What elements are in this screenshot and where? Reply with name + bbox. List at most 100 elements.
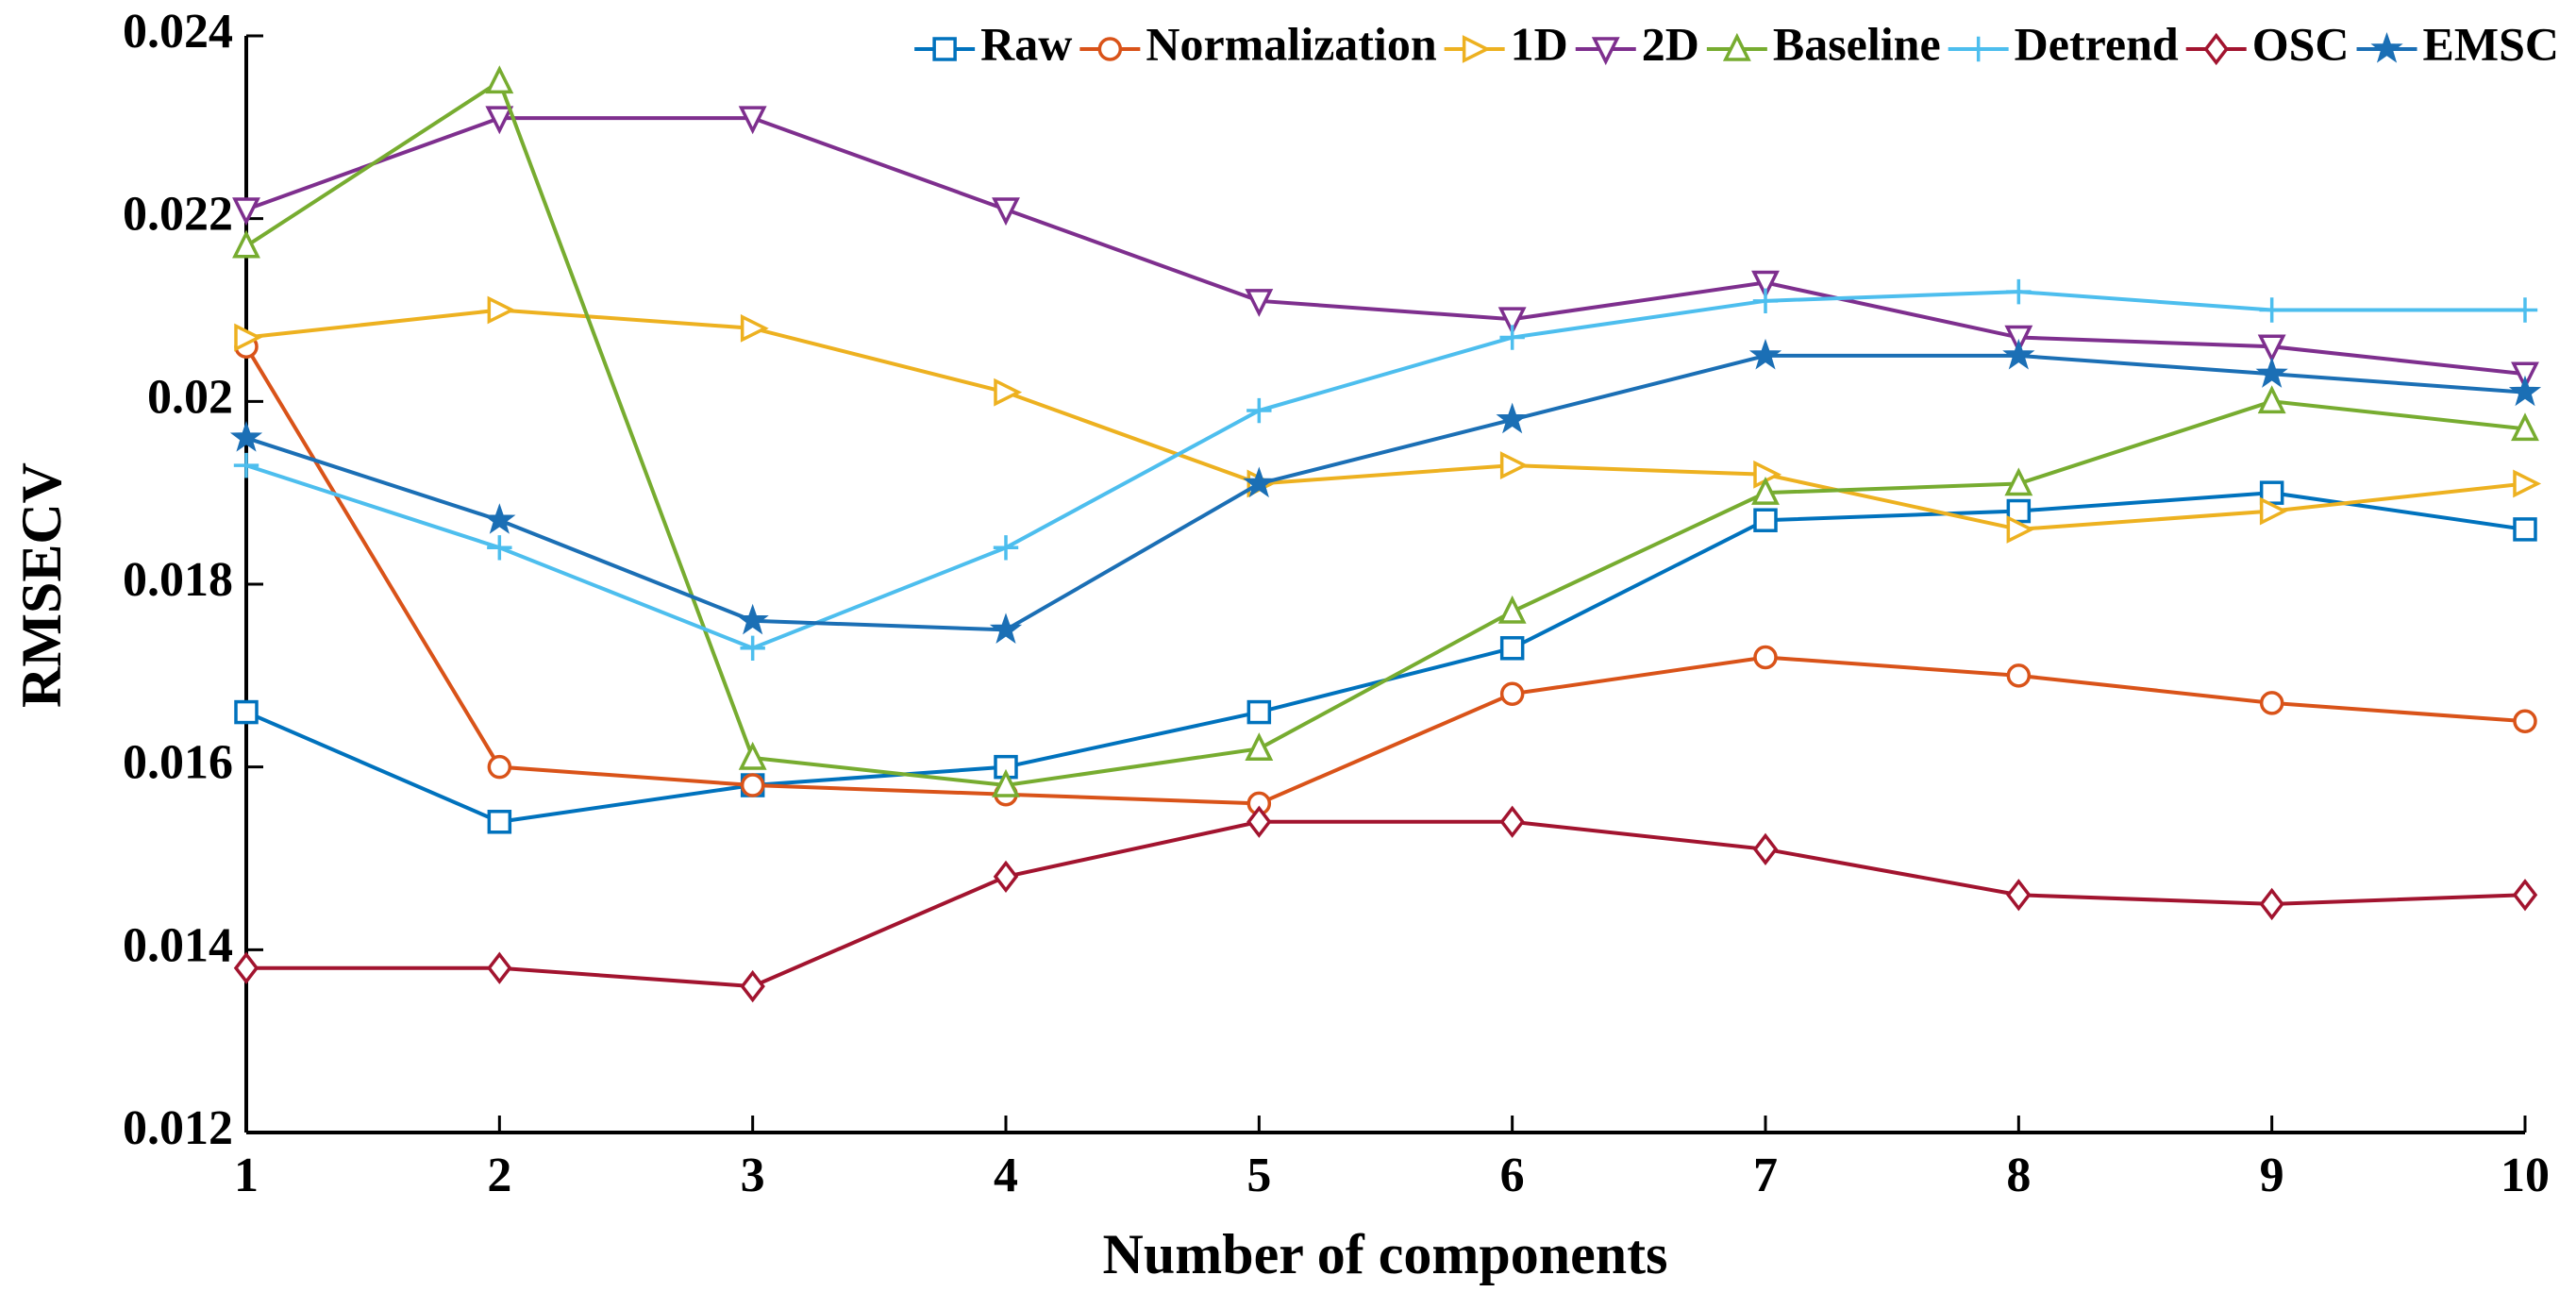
legend-entry: Raw	[914, 17, 1072, 70]
marker	[2259, 496, 2288, 526]
marker	[2513, 469, 2542, 498]
marker	[1591, 37, 1620, 66]
marker	[1751, 477, 1780, 505]
marker	[1752, 832, 1779, 865]
marker	[1499, 681, 1525, 706]
x-tick-label: 1	[234, 1149, 259, 1202]
marker	[487, 810, 512, 834]
y-tick-label: 0.02	[147, 370, 233, 424]
marker	[2203, 32, 2229, 66]
legend: Raw Normalization 1D 2D Baseline Detrend OSC EM…	[914, 17, 2559, 70]
legend-label: Baseline	[1773, 17, 1941, 70]
legend-label: OSC	[2252, 17, 2350, 70]
marker	[1499, 451, 1529, 480]
y-tick-label: 0.018	[123, 553, 233, 607]
series-line	[245, 353, 2526, 632]
x-tick-label: 4	[994, 1149, 1018, 1202]
marker	[485, 65, 514, 94]
marker	[1246, 699, 1272, 725]
marker	[1496, 402, 1529, 434]
marker	[740, 969, 765, 1003]
legend-entry: Detrend	[1948, 17, 2179, 70]
marker	[1753, 645, 1778, 670]
legend-entry: 2D	[1575, 17, 1699, 70]
legend-label: Detrend	[2015, 17, 2179, 70]
legend-entry: Normalization	[1079, 17, 1437, 70]
marker	[993, 535, 1019, 561]
marker	[2259, 297, 2284, 323]
marker	[2508, 375, 2542, 407]
marker	[738, 741, 767, 770]
marker	[2259, 691, 2284, 715]
marker	[1753, 508, 1778, 532]
series-line	[244, 345, 2526, 806]
legend-entry: EMSC	[2356, 17, 2559, 70]
marker	[740, 773, 765, 797]
marker	[1751, 270, 1780, 299]
marker	[2006, 663, 2032, 688]
marker	[736, 603, 769, 635]
marker	[2002, 338, 2035, 370]
marker	[234, 323, 263, 352]
legend-label: Raw	[980, 17, 1072, 70]
marker	[2513, 517, 2537, 542]
x-tick-label: 8	[2006, 1149, 2031, 1202]
marker	[2513, 709, 2537, 733]
marker	[233, 452, 259, 478]
marker	[1748, 338, 1782, 370]
marker	[740, 635, 765, 661]
series-line	[246, 819, 2526, 989]
x-tick-label: 5	[1246, 1149, 1271, 1202]
marker	[1497, 595, 1527, 624]
marker	[2255, 357, 2288, 388]
y-tick-label: 0.012	[123, 1101, 233, 1155]
x-tick-label: 3	[741, 1149, 765, 1202]
marker	[2004, 325, 2033, 354]
marker	[1245, 289, 1274, 317]
x-tick-label: 10	[2501, 1149, 2550, 1202]
x-tick-label: 2	[487, 1149, 511, 1202]
x-tick-label: 9	[2260, 1149, 2284, 1202]
marker	[1097, 37, 1123, 61]
marker	[232, 229, 260, 259]
marker	[1243, 466, 1276, 498]
marker	[1752, 288, 1779, 314]
marker	[932, 37, 957, 61]
legend-entry: 1D	[1444, 17, 1568, 70]
legend-label: 2D	[1642, 17, 1699, 70]
series-line	[245, 116, 2526, 377]
marker	[233, 951, 259, 984]
marker	[2006, 879, 2032, 912]
marker	[2006, 278, 2032, 305]
marker	[1246, 397, 1272, 424]
marker	[2004, 467, 2033, 496]
marker	[992, 197, 1020, 227]
y-tick-label: 0.024	[123, 5, 233, 59]
marker	[2257, 385, 2286, 414]
y-tick-label: 0.014	[123, 918, 233, 972]
marker	[2512, 297, 2538, 323]
legend-label: 1D	[1511, 17, 1568, 70]
x-tick-label: 6	[1500, 1149, 1525, 1202]
marker	[2006, 514, 2035, 544]
marker	[1499, 325, 1525, 350]
marker	[2512, 879, 2538, 912]
legend-label: Normalization	[1146, 17, 1436, 70]
marker	[740, 313, 769, 343]
legend-entry: OSC	[2185, 17, 2350, 70]
y-tick-label: 0.016	[123, 736, 233, 790]
marker	[485, 106, 514, 135]
x-tick-label: 7	[1753, 1149, 1778, 1202]
marker	[1245, 732, 1274, 762]
series-line	[245, 290, 2525, 650]
legend-label: EMSC	[2423, 17, 2559, 70]
marker	[483, 503, 516, 534]
series-line	[245, 308, 2526, 531]
marker	[738, 106, 767, 135]
marker	[229, 421, 263, 452]
x-axis-label: Number of components	[1103, 1223, 1668, 1285]
marker	[487, 295, 516, 325]
marker	[1965, 36, 1991, 62]
marker	[1722, 32, 1751, 61]
